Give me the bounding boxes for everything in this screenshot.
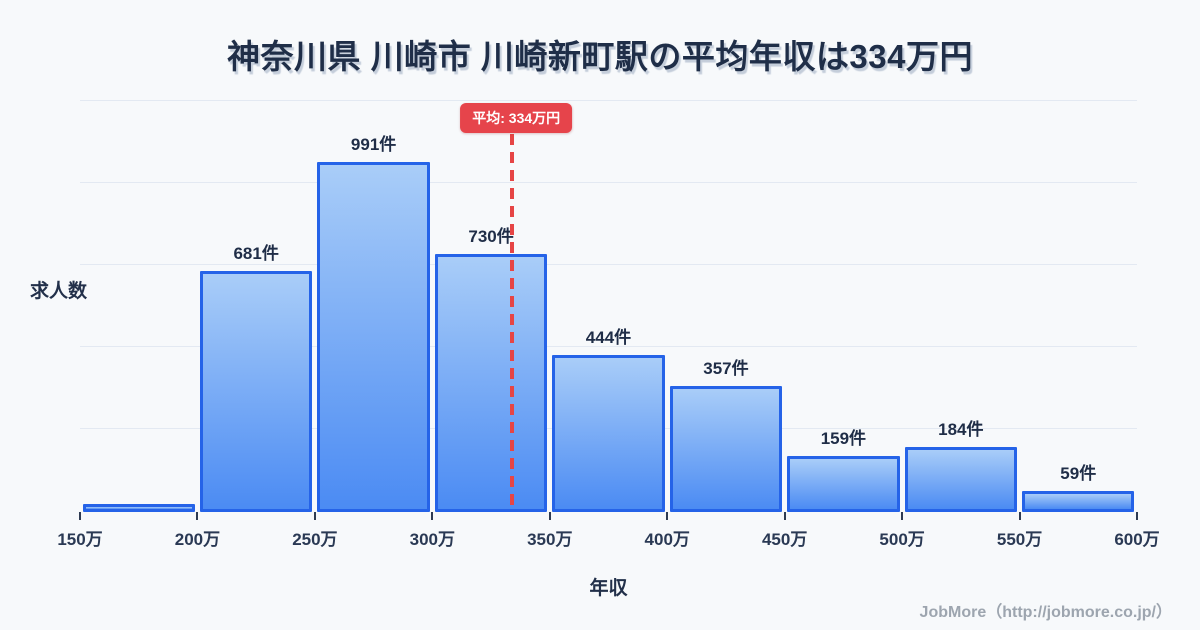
histogram-bar — [434, 254, 548, 512]
x-axis-tick — [783, 512, 786, 520]
bar-count-label: 444件 — [585, 328, 632, 347]
bar-count-label: 357件 — [703, 359, 749, 378]
x-axis-tick — [548, 512, 551, 520]
x-axis-tick-label: 450万 — [761, 530, 808, 549]
x-axis-tick — [313, 512, 316, 520]
x-axis-tick — [1136, 512, 1138, 520]
histogram-bar — [787, 456, 900, 512]
gridline — [80, 264, 1137, 265]
bar-count-label: 681件 — [233, 244, 279, 263]
x-axis-tick — [901, 512, 904, 520]
gridline — [80, 182, 1137, 183]
bar-count-label: 730件 — [468, 227, 514, 246]
x-axis-tick-label: 300万 — [409, 530, 456, 549]
y-axis-title: 求人数 — [30, 281, 88, 302]
x-axis-tick-label: 250万 — [292, 530, 338, 549]
x-axis-tick-label: 400万 — [644, 530, 690, 549]
footer-credit: JobMore（http://jobmore.co.jp/） — [919, 604, 1172, 621]
histogram-bar — [1022, 491, 1135, 512]
x-axis-tick-label: 150万 — [57, 530, 103, 549]
x-axis-tick — [196, 512, 199, 520]
x-axis-tick — [666, 512, 669, 520]
gridline — [80, 346, 1137, 347]
x-axis-title: 年収 — [589, 578, 628, 599]
x-axis-tick-label: 500万 — [879, 530, 925, 549]
average-line — [510, 134, 515, 512]
chart-title: 神奈川県 川崎市 川崎新町駅の平均年収は334万円 — [227, 38, 973, 75]
x-axis-tick-label: 550万 — [996, 530, 1043, 549]
bar-count-label: 159件 — [820, 429, 867, 448]
histogram-bar — [199, 271, 313, 512]
bar-count-label: 991件 — [350, 135, 397, 154]
x-axis-tick — [431, 512, 434, 520]
gridline — [80, 100, 1137, 101]
bar-count-label: 59件 — [1060, 464, 1097, 483]
x-axis-tick — [79, 512, 81, 520]
plot-area: 681件 991件 730件 444件 357件 159件 184件 59件 — [80, 100, 1137, 512]
histogram-bar — [552, 355, 665, 512]
x-axis-tick — [1018, 512, 1021, 520]
x-axis-tick-label: 600万 — [1114, 530, 1160, 549]
x-axis-tick-label: 350万 — [527, 530, 573, 549]
x-axis-tick-label: 200万 — [174, 530, 221, 549]
bar-count-label: 184件 — [938, 420, 984, 439]
histogram-bar — [904, 447, 1018, 512]
histogram-bar — [317, 162, 430, 512]
average-badge: 平均: 334万円 — [460, 103, 573, 133]
x-axis: 150万 200万 250万 300万 350万 400万 450万 500万 550万 600万 — [57, 512, 1160, 572]
histogram-bar — [669, 386, 783, 512]
histogram-bar — [82, 504, 195, 512]
